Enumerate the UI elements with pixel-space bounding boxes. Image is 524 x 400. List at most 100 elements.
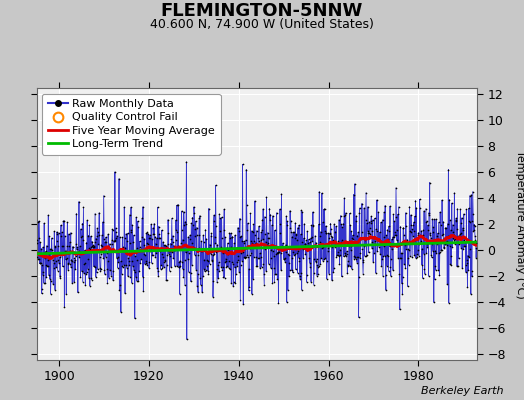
Point xyxy=(441,225,450,231)
Point xyxy=(391,232,399,238)
Point xyxy=(384,268,392,274)
Point xyxy=(273,275,281,282)
Point xyxy=(212,223,220,229)
Point xyxy=(231,280,239,286)
Point xyxy=(436,209,444,215)
Point xyxy=(113,233,122,239)
Point xyxy=(365,249,373,256)
Point xyxy=(449,235,457,242)
Point xyxy=(125,262,133,268)
Point xyxy=(389,243,398,249)
Point xyxy=(69,244,77,250)
Point xyxy=(410,252,419,258)
Point xyxy=(80,261,89,268)
Point xyxy=(256,265,264,271)
Point xyxy=(102,239,111,245)
Point xyxy=(446,261,454,268)
Point xyxy=(165,248,173,254)
Point xyxy=(381,287,390,293)
Point xyxy=(40,220,48,226)
Point xyxy=(268,280,277,286)
Point xyxy=(133,257,141,264)
Point xyxy=(163,241,172,247)
Point xyxy=(52,237,61,244)
Point xyxy=(72,210,81,217)
Point xyxy=(399,225,407,232)
Point xyxy=(222,264,231,270)
Point xyxy=(364,204,372,210)
Point xyxy=(142,260,150,266)
Point xyxy=(243,227,251,233)
Point xyxy=(90,244,98,251)
Point xyxy=(400,242,409,248)
Point xyxy=(158,250,166,257)
Point xyxy=(304,236,313,242)
Point xyxy=(428,216,436,222)
Point xyxy=(230,240,238,246)
Point xyxy=(288,255,296,261)
Point xyxy=(431,263,440,270)
Point xyxy=(197,247,205,254)
Point xyxy=(62,291,70,297)
Point xyxy=(315,263,323,269)
Point xyxy=(200,257,209,263)
Point xyxy=(399,224,408,231)
Point xyxy=(116,282,124,288)
Point xyxy=(359,243,368,249)
Point xyxy=(394,243,402,249)
Point xyxy=(51,243,60,250)
Point xyxy=(114,253,122,260)
Point xyxy=(396,306,404,313)
Point xyxy=(228,234,237,240)
Point xyxy=(471,233,479,240)
Point xyxy=(182,336,191,342)
Point xyxy=(179,274,188,280)
Point xyxy=(206,242,214,248)
Point xyxy=(150,231,158,237)
Point xyxy=(439,231,447,237)
Point xyxy=(169,233,177,239)
Point xyxy=(87,233,95,239)
Point xyxy=(267,247,276,253)
Point xyxy=(51,287,59,293)
Point xyxy=(332,253,341,260)
Point xyxy=(127,280,136,286)
Point xyxy=(117,271,126,277)
Point xyxy=(470,221,478,228)
Point xyxy=(187,270,195,276)
Point xyxy=(305,239,314,246)
Point xyxy=(343,270,352,277)
Point xyxy=(69,250,78,256)
Point xyxy=(404,246,412,252)
Point xyxy=(38,286,46,292)
Point xyxy=(274,249,282,256)
Point xyxy=(362,253,370,259)
Point xyxy=(157,246,165,252)
Point xyxy=(433,230,442,236)
Point xyxy=(161,258,169,264)
Point xyxy=(115,287,124,294)
Point xyxy=(54,256,62,263)
Point xyxy=(60,218,68,224)
Point xyxy=(152,235,161,242)
Point xyxy=(459,225,467,231)
Point xyxy=(54,243,62,250)
Point xyxy=(282,299,291,305)
Point xyxy=(195,245,204,251)
Point xyxy=(333,241,341,247)
Point xyxy=(279,247,288,254)
Point xyxy=(178,227,186,234)
Point xyxy=(207,233,215,240)
Point xyxy=(440,244,449,250)
Point xyxy=(413,254,421,260)
Point xyxy=(226,243,235,250)
Point xyxy=(97,242,106,248)
Point xyxy=(221,259,230,266)
Point xyxy=(386,203,394,209)
Point xyxy=(252,262,260,269)
Point xyxy=(456,230,465,236)
Point xyxy=(105,274,113,281)
Point xyxy=(219,264,227,270)
Point xyxy=(187,220,195,226)
Point xyxy=(313,271,322,278)
